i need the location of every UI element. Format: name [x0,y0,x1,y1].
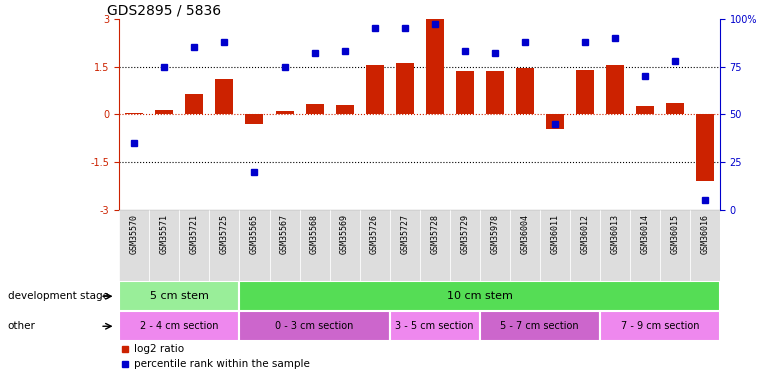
Bar [239,210,270,281]
Bar [390,210,420,281]
Bar [336,105,353,114]
Bar [450,210,480,281]
Text: GSM35570: GSM35570 [130,214,139,254]
Text: log2 ratio: log2 ratio [134,344,184,354]
Bar [480,210,510,281]
Bar [126,113,143,114]
Bar [276,111,293,114]
Text: 10 cm stem: 10 cm stem [447,291,513,301]
Text: GSM35571: GSM35571 [160,214,169,254]
Bar [420,210,450,281]
Bar [546,114,564,129]
Bar [540,210,570,281]
Text: percentile rank within the sample: percentile rank within the sample [134,359,310,369]
Text: development stage: development stage [8,291,109,301]
Bar [239,281,720,311]
Text: GSM35728: GSM35728 [430,214,439,254]
Bar [119,210,149,281]
Text: 5 cm stem: 5 cm stem [150,291,209,301]
Bar [600,210,630,281]
Text: GSM35729: GSM35729 [460,214,469,254]
Text: GSM36015: GSM36015 [671,214,679,254]
Text: 3 - 5 cm section: 3 - 5 cm section [396,321,474,331]
Bar [666,103,684,114]
Text: GSM35726: GSM35726 [370,214,379,254]
Text: 5 - 7 cm section: 5 - 7 cm section [500,321,579,331]
Bar [149,210,179,281]
Bar [119,281,239,311]
Bar [306,104,323,114]
Text: GSM36013: GSM36013 [611,214,619,254]
Bar [696,114,714,182]
Text: GSM36011: GSM36011 [551,214,559,254]
Bar [606,65,624,114]
Text: 7 - 9 cm section: 7 - 9 cm section [621,321,699,331]
Bar [216,80,233,114]
Bar [300,210,330,281]
Bar [186,94,203,114]
Bar [426,19,444,114]
Bar [660,210,690,281]
Bar [396,63,413,114]
Bar [179,210,209,281]
Bar [119,311,239,341]
Text: GSM35569: GSM35569 [340,214,349,254]
Bar [636,106,654,114]
Bar [690,210,720,281]
Bar [366,65,383,114]
Text: other: other [8,321,35,331]
Bar [270,210,300,281]
Bar [246,114,263,124]
Bar [456,71,474,114]
Bar [486,71,504,114]
Text: GSM35565: GSM35565 [250,214,259,254]
Text: GSM36012: GSM36012 [581,214,589,254]
Bar [330,210,360,281]
Bar [630,210,660,281]
Bar [576,70,594,114]
Bar [390,311,480,341]
Text: GSM35978: GSM35978 [490,214,499,254]
Bar [209,210,239,281]
Text: GSM36016: GSM36016 [701,214,709,254]
Bar [239,311,390,341]
Text: GSM36014: GSM36014 [641,214,649,254]
Text: GSM35568: GSM35568 [310,214,319,254]
Text: 2 - 4 cm section: 2 - 4 cm section [140,321,219,331]
Text: GSM35721: GSM35721 [190,214,199,254]
Text: GSM35727: GSM35727 [400,214,409,254]
Text: 0 - 3 cm section: 0 - 3 cm section [276,321,353,331]
Text: GSM35725: GSM35725 [220,214,229,254]
Bar [156,110,173,114]
Text: GSM36004: GSM36004 [521,214,529,254]
Text: GDS2895 / 5836: GDS2895 / 5836 [107,4,222,18]
Bar [480,311,600,341]
Bar [516,68,534,114]
Bar [510,210,540,281]
Bar [600,311,720,341]
Text: GSM35567: GSM35567 [280,214,289,254]
Bar [570,210,600,281]
Bar [360,210,390,281]
